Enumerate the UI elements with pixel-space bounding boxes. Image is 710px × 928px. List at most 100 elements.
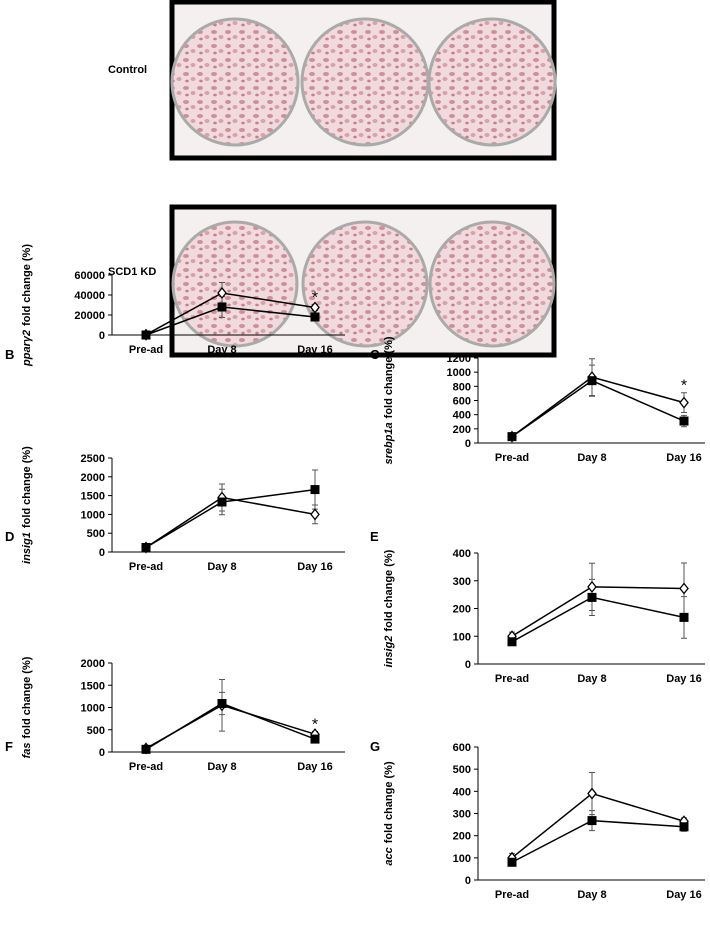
marker: [587, 787, 597, 800]
panel-label: B: [5, 347, 14, 362]
annotation: *: [312, 717, 318, 734]
annotation: *: [681, 378, 687, 395]
marker: [587, 592, 597, 602]
y-tick-label: 300: [453, 809, 471, 821]
series-line: [145, 496, 316, 549]
marker: [507, 432, 517, 442]
x-tick-label: Day 8: [577, 889, 606, 901]
series-line: [511, 376, 685, 438]
marker: [217, 302, 227, 312]
marker: [507, 637, 517, 647]
y-tick-label: 200: [453, 424, 471, 436]
marker: [141, 330, 151, 340]
x-tick-label: Pre-ad: [129, 344, 163, 356]
y-axis-unit: fold change (%): [383, 761, 395, 843]
y-axis-unit: fold change (%): [383, 549, 395, 631]
x-tick-label: Day 16: [297, 761, 332, 773]
panel-label: F: [5, 739, 13, 754]
y-axis-gene: pparγ2: [21, 330, 33, 367]
marker: [310, 485, 320, 495]
marker: [679, 822, 689, 832]
y-tick-label: 0: [99, 547, 105, 559]
y-axis-gene: fas: [21, 742, 33, 758]
y-tick-label: 40000: [74, 290, 105, 302]
x-tick-label: Day 16: [297, 344, 332, 356]
y-tick-label: 20000: [74, 310, 105, 322]
y-axis-label: fas fold change (%): [21, 656, 33, 758]
plate-control: [169, 0, 557, 161]
series-line: [511, 379, 685, 438]
x-tick-label: Day 8: [577, 452, 606, 464]
y-tick-label: 1000: [447, 367, 471, 379]
marker: [310, 508, 320, 521]
series-line: [511, 819, 685, 863]
y-tick-label: 60000: [74, 270, 105, 282]
y-axis-label: insig1 fold change (%): [21, 446, 33, 564]
y-tick-label: 0: [99, 330, 105, 342]
y-tick-label: 600: [453, 396, 471, 408]
x-tick-label: Pre-ad: [495, 673, 529, 685]
y-tick-label: 0: [99, 747, 105, 759]
series-line: [145, 704, 316, 750]
marker: [587, 816, 597, 826]
marker: [217, 698, 227, 708]
y-tick-label: 400: [453, 548, 471, 560]
y-axis-gene: acc: [383, 847, 395, 865]
y-tick-label: 2500: [81, 453, 105, 465]
y-axis-label: srebp1a fold change (%): [383, 336, 395, 464]
marker: [679, 582, 689, 595]
marker: [587, 376, 597, 386]
x-tick-label: Pre-ad: [129, 561, 163, 573]
y-tick-label: 2000: [81, 472, 105, 484]
row-label: SCD1 KD: [108, 266, 156, 278]
x-tick-label: Day 8: [577, 673, 606, 685]
y-tick-label: 100: [453, 631, 471, 643]
marker: [217, 286, 227, 300]
x-tick-label: Pre-ad: [495, 889, 529, 901]
y-tick-label: 1200: [447, 353, 471, 365]
y-tick-label: 300: [453, 576, 471, 588]
x-tick-label: Day 16: [297, 561, 332, 573]
panel-label: D: [5, 529, 14, 544]
y-axis-label: insig2 fold change (%): [383, 549, 395, 667]
x-tick-label: Day 8: [207, 344, 236, 356]
y-tick-label: 1500: [81, 680, 105, 692]
marker: [679, 396, 689, 409]
y-tick-label: 200: [453, 604, 471, 616]
y-axis-gene: insig1: [21, 532, 33, 564]
y-tick-label: 600: [453, 742, 471, 754]
panel-label: C: [370, 347, 380, 362]
annotation: *: [312, 290, 318, 307]
x-tick-label: Day 16: [666, 452, 701, 464]
y-tick-label: 400: [453, 410, 471, 422]
marker: [141, 542, 151, 552]
marker: [310, 734, 320, 744]
marker: [679, 416, 689, 426]
y-axis-label: acc fold change (%): [383, 761, 395, 866]
y-tick-label: 200: [453, 831, 471, 843]
y-tick-label: 800: [453, 381, 471, 393]
y-tick-label: 0: [465, 438, 471, 450]
y-axis-unit: fold change (%): [21, 244, 33, 326]
y-axis-unit: fold change (%): [21, 656, 33, 738]
marker: [507, 857, 517, 867]
x-tick-label: Day 8: [207, 561, 236, 573]
x-tick-label: Day 16: [666, 889, 701, 901]
y-tick-label: 1000: [81, 509, 105, 521]
x-tick-label: Pre-ad: [495, 452, 529, 464]
y-tick-label: 2000: [81, 658, 105, 670]
y-tick-label: 500: [87, 528, 105, 540]
y-axis-label: pparγ2 fold change (%): [21, 244, 33, 367]
x-tick-label: Pre-ad: [129, 761, 163, 773]
y-tick-label: 1000: [81, 703, 105, 715]
y-axis-gene: srebp1a: [383, 422, 395, 464]
x-tick-label: Day 16: [666, 673, 701, 685]
marker: [587, 580, 597, 593]
y-tick-label: 500: [87, 725, 105, 737]
y-tick-label: 400: [453, 786, 471, 798]
marker: [141, 744, 151, 754]
marker: [310, 312, 320, 322]
row-label: Control: [108, 64, 147, 76]
plate-kd: [169, 204, 557, 358]
